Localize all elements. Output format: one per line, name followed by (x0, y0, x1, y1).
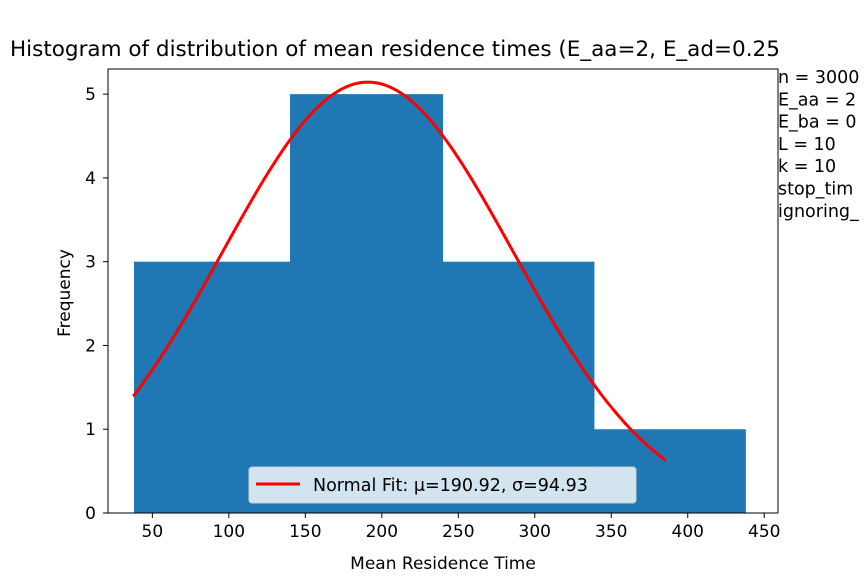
y-tick-label: 0 (85, 504, 96, 524)
x-tick-label: 250 (442, 522, 474, 542)
x-tick-label: 300 (519, 522, 551, 542)
x-tick-label: 100 (213, 522, 245, 542)
legend: Normal Fit: μ=190.92, σ=94.93 (248, 466, 637, 504)
y-tick-label: 3 (85, 253, 96, 273)
y-tick-label: 5 (85, 85, 96, 105)
annotation-line: n = 3000 (778, 68, 859, 88)
legend-label: Normal Fit: μ=190.92, σ=94.93 (313, 476, 588, 496)
annotation-line: E_aa = 2 (778, 90, 856, 110)
histogram-bars (134, 94, 746, 513)
histogram-bar (290, 94, 443, 513)
x-tick-label: 400 (672, 522, 704, 542)
x-tick-label: 50 (142, 522, 164, 542)
annotation-line: k = 10 (778, 157, 836, 177)
annotation-line: ignoring_ (778, 202, 859, 222)
x-tick-label: 450 (748, 522, 780, 542)
normal-fit-curve (132, 80, 667, 462)
x-tick-label: 150 (289, 522, 321, 542)
x-axis: 50 100 150 200 250 300 350 400 450 (142, 513, 780, 542)
legend-box (248, 466, 637, 504)
x-tick-label: 350 (595, 522, 627, 542)
x-tick-label: 200 (366, 522, 398, 542)
plot-frame (107, 68, 779, 514)
y-tick-label: 2 (85, 336, 96, 356)
y-axis-label: Frequency (55, 249, 75, 337)
chart-title: Histogram of distribution of mean reside… (10, 37, 780, 62)
y-tick-label: 4 (85, 169, 96, 189)
y-axis: 0 1 2 3 4 5 (85, 85, 108, 524)
y-tick-label: 1 (85, 420, 96, 440)
annotation-line: L = 10 (778, 135, 836, 155)
annotation-line: stop_tim (778, 180, 853, 200)
annotation-line: E_ba = 0 (778, 113, 857, 133)
x-axis-label: Mean Residence Time (350, 554, 536, 574)
